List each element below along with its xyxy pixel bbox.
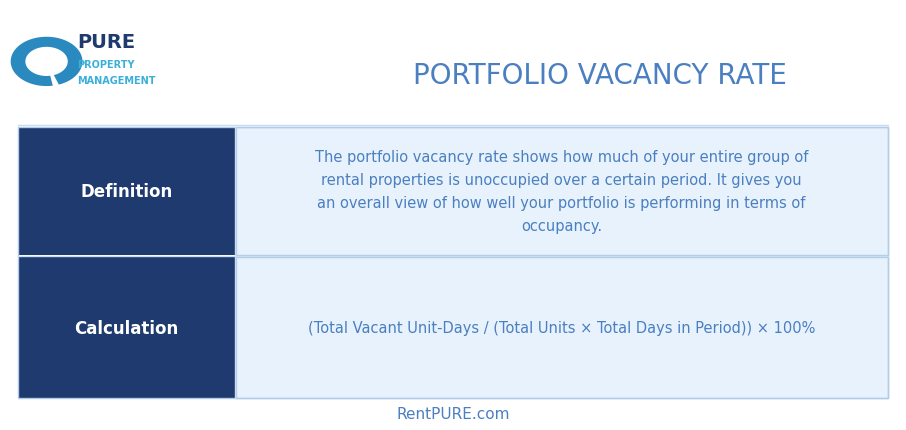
Text: PURE: PURE: [78, 33, 136, 52]
Polygon shape: [11, 38, 82, 87]
FancyBboxPatch shape: [236, 258, 888, 398]
Text: PROPERTY: PROPERTY: [78, 59, 135, 70]
Text: PORTFOLIO VACANCY RATE: PORTFOLIO VACANCY RATE: [413, 62, 787, 90]
Text: Definition: Definition: [81, 183, 173, 200]
Text: RentPURE.com: RentPURE.com: [396, 406, 510, 421]
Text: The portfolio vacancy rate shows how much of your entire group of
rental propert: The portfolio vacancy rate shows how muc…: [314, 150, 808, 233]
Text: MANAGEMENT: MANAGEMENT: [78, 76, 156, 86]
FancyBboxPatch shape: [18, 258, 235, 398]
FancyBboxPatch shape: [18, 128, 235, 255]
FancyBboxPatch shape: [236, 128, 888, 255]
Text: Calculation: Calculation: [74, 319, 178, 337]
Text: (Total Vacant Unit-Days / (Total Units × Total Days in Period)) × 100%: (Total Vacant Unit-Days / (Total Units ×…: [308, 320, 815, 335]
